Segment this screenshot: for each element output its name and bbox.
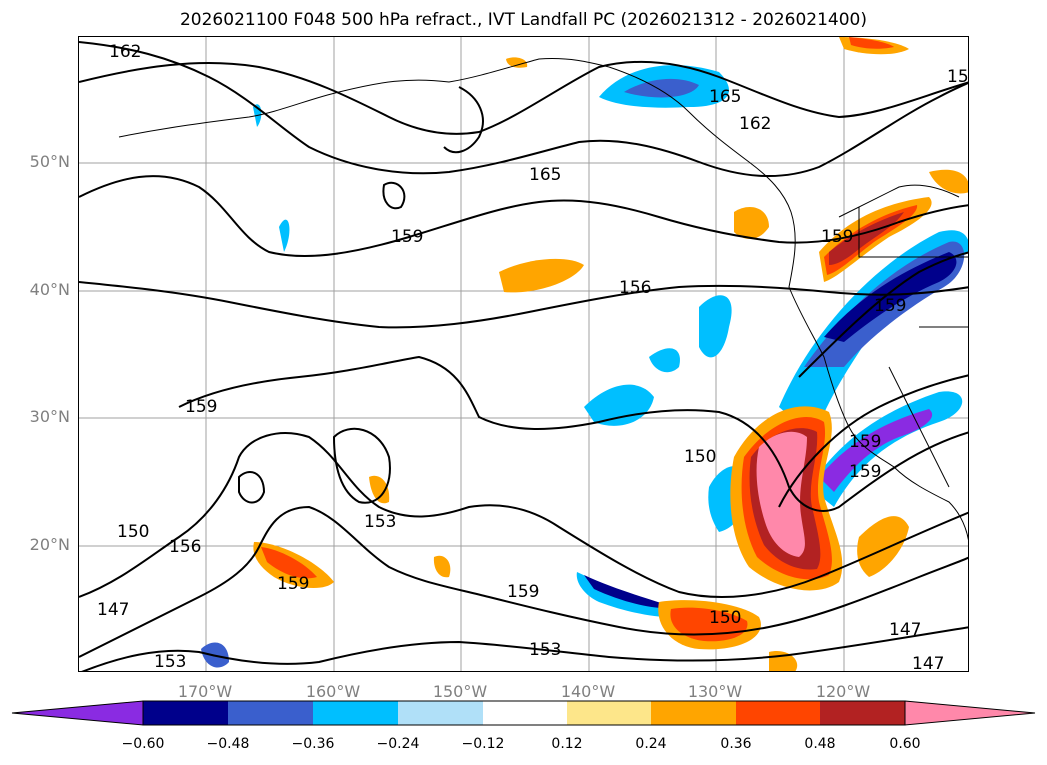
contour-156 bbox=[79, 281, 968, 329]
contour-label: 150 bbox=[117, 522, 149, 542]
contour-label: 150 bbox=[684, 447, 716, 467]
contour-159-ne bbox=[798, 251, 968, 378]
contour-label: 156 bbox=[619, 278, 651, 298]
contour-label: 162 bbox=[739, 114, 771, 134]
contour-165 bbox=[79, 60, 968, 135]
contour-162 bbox=[79, 41, 968, 178]
colorbar-tick-label: −0.48 bbox=[206, 736, 250, 752]
contour-159-middle bbox=[178, 355, 968, 512]
lon-label-140w: 140°W bbox=[560, 682, 616, 701]
contour-label: 153 bbox=[154, 652, 186, 672]
contour-loop-west bbox=[238, 471, 266, 504]
contour-label: 165 bbox=[709, 87, 741, 107]
colorbar-tick-label: 0.24 bbox=[635, 736, 667, 752]
lat-label-40n: 40°N bbox=[29, 280, 70, 299]
colorbar-segment bbox=[483, 701, 567, 725]
contour-label: 159 bbox=[947, 67, 969, 87]
contour-159-north bbox=[79, 175, 968, 257]
contour-label: 159 bbox=[849, 462, 881, 482]
contour-ridge bbox=[443, 86, 484, 154]
colorbar-tick-label: −0.36 bbox=[291, 736, 335, 752]
colorbar-segment bbox=[313, 701, 398, 725]
colorbar-tick-label: 0.36 bbox=[720, 736, 752, 752]
colorbar-tick-label: −0.60 bbox=[121, 736, 165, 752]
contour-label: 147 bbox=[97, 600, 129, 620]
contour-label: 159 bbox=[821, 227, 853, 247]
colorbar-extend-high bbox=[904, 700, 1036, 726]
lon-label-170w: 170°W bbox=[177, 682, 233, 701]
contour-label: 159 bbox=[849, 432, 881, 452]
height-contours bbox=[79, 41, 968, 671]
colorbar-extend-low bbox=[11, 700, 144, 726]
lat-label-30n: 30°N bbox=[29, 407, 70, 426]
contour-label: 162 bbox=[109, 42, 141, 62]
contour-label: 159 bbox=[277, 574, 309, 594]
contour-label: 159 bbox=[185, 397, 217, 417]
lon-label-130w: 130°W bbox=[687, 682, 743, 701]
contour-153 bbox=[79, 432, 968, 598]
contour-label: 159 bbox=[391, 227, 423, 247]
colorbar bbox=[11, 700, 1036, 726]
map-canvas: 162 165 162 159 165 159 159 156 159 159 … bbox=[79, 37, 969, 672]
contour-label: 156 bbox=[169, 537, 201, 557]
contour-label: 147 bbox=[912, 654, 944, 672]
colorbar-segment bbox=[820, 701, 905, 725]
colorbar-segment bbox=[736, 701, 820, 725]
contour-159-east bbox=[778, 374, 968, 508]
lat-label-50n: 50°N bbox=[29, 152, 70, 171]
contour-labels: 162 165 162 159 165 159 159 156 159 159 … bbox=[97, 42, 969, 672]
contour-label: 153 bbox=[529, 640, 561, 660]
contour-label: 150 bbox=[709, 608, 741, 628]
colorbar-segment bbox=[228, 701, 313, 725]
contour-147 bbox=[81, 626, 968, 671]
lon-label-160w: 160°W bbox=[305, 682, 361, 701]
contour-label: 159 bbox=[874, 296, 906, 316]
map-title: 2026021100 F048 500 hPa refract., IVT La… bbox=[179, 10, 867, 30]
lat-label-20n: 20°N bbox=[29, 535, 70, 554]
contour-loop-north bbox=[382, 181, 406, 210]
colorbar-tick-label: −0.12 bbox=[461, 736, 505, 752]
colorbar-tick-label: 0.48 bbox=[804, 736, 836, 752]
colorbar-tick-label: 0.12 bbox=[551, 736, 583, 752]
contour-loop-center bbox=[332, 427, 391, 504]
lon-label-150w: 150°W bbox=[432, 682, 488, 701]
lon-label-120w: 120°W bbox=[815, 682, 871, 701]
contour-150 bbox=[79, 505, 968, 658]
contour-label: 153 bbox=[364, 512, 396, 532]
positive-shading bbox=[253, 37, 968, 671]
colorbar-segment bbox=[567, 701, 651, 725]
coastlines bbox=[118, 58, 968, 541]
map-panel: 162 165 162 159 165 159 159 156 159 159 … bbox=[78, 36, 969, 672]
contour-label: 165 bbox=[529, 165, 561, 185]
contour-label: 159 bbox=[507, 582, 539, 602]
colorbar-tick-label: −0.24 bbox=[376, 736, 420, 752]
contour-label: 147 bbox=[889, 620, 921, 640]
colorbar-segment bbox=[143, 701, 228, 725]
colorbar-segment bbox=[398, 701, 483, 725]
colorbar-tick-label: 0.60 bbox=[889, 736, 921, 752]
colorbar-segment bbox=[651, 701, 736, 725]
